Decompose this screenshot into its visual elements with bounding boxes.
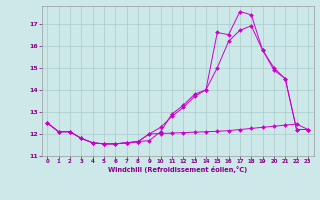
X-axis label: Windchill (Refroidissement éolien,°C): Windchill (Refroidissement éolien,°C): [108, 166, 247, 173]
